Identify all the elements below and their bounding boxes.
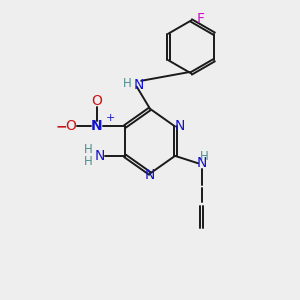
Text: O: O [66,119,76,134]
Text: −: − [55,119,67,134]
Text: N: N [196,156,207,170]
Text: O: O [92,94,102,108]
Text: N: N [145,168,155,182]
Text: F: F [196,12,205,26]
Text: +: + [106,113,116,123]
Text: H: H [84,155,92,168]
Text: N: N [91,119,103,134]
Text: N: N [175,119,185,133]
Text: H: H [123,77,131,90]
Text: N: N [134,78,144,92]
Text: N: N [94,149,104,163]
Text: H: H [200,150,208,163]
Text: H: H [84,143,92,157]
